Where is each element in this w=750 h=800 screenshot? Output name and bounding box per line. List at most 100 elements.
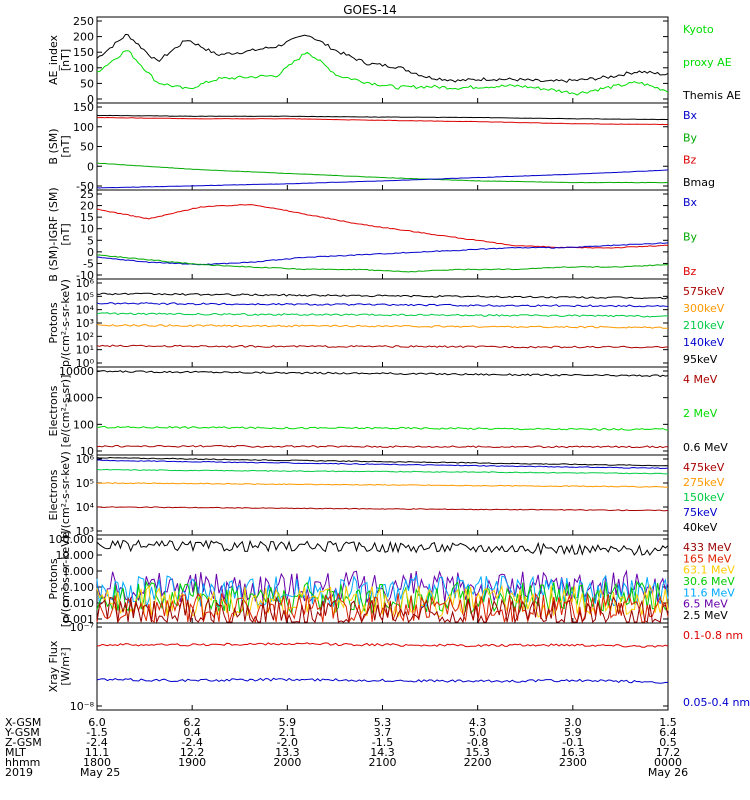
legend-entry: 30.6 MeV (683, 575, 735, 588)
y-tick-label: 100.000 (49, 533, 95, 546)
legend-entry: By (683, 231, 698, 244)
legend-entry: 2.5 MeV (683, 609, 728, 622)
y-tick-label: 10⁴ (76, 304, 95, 317)
legend-entry: 40keV (683, 521, 718, 534)
y-tick-label: 10⁻⁷ (70, 621, 94, 634)
series-line-275kev (96, 482, 668, 488)
ephemeris-value: 14.3 (370, 746, 395, 759)
ephemeris-value: -1.5 (372, 736, 393, 749)
y-tick-label: 10 (80, 223, 94, 236)
y-tick-label: 50 (80, 141, 94, 154)
y-tick-label: 10⁰ (76, 357, 95, 370)
ephemeris-value: 12.2 (180, 746, 205, 759)
ephemeris-value: -0.1 (562, 736, 583, 749)
ephemeris-value: -1.5 (86, 726, 107, 739)
series-line-bz (96, 204, 669, 249)
ephemeris-value: 5.3 (374, 716, 392, 729)
series-line-75kev (97, 459, 669, 470)
ephemeris-value: 2200 (464, 756, 492, 769)
y-tick-label: 10⁶ (76, 277, 95, 290)
legend-entry: Bz (683, 154, 697, 167)
y-tick-label: 10³ (76, 525, 94, 538)
ephemeris-value: 11.1 (85, 746, 110, 759)
legend-entry: 0.05-0.4 nm (683, 696, 750, 709)
series-line-210kev (96, 312, 669, 318)
y-tick-label: 10³ (76, 317, 94, 330)
legend-entry: 475keV (683, 461, 725, 474)
ephemeris-value: 2000 (273, 756, 301, 769)
y-tick-label: 15 (80, 211, 94, 224)
ephemeris-value: 6.2 (183, 716, 201, 729)
ephemeris-value: 5.0 (469, 726, 487, 739)
y-axis-label: p/(cm²-s-sr-keV) (59, 279, 72, 367)
legend-entry: 275keV (683, 476, 725, 489)
y-axis-label: B (SM) (47, 128, 60, 164)
legend-entry: Themis AE (682, 89, 741, 102)
legend-entry: 11.6 MeV (683, 586, 735, 599)
ephemeris-value: 17.2 (656, 746, 681, 759)
series-line-0-1-0-8-nm (96, 642, 669, 648)
y-tick-label: 250 (73, 15, 94, 28)
y-tick-label: 1.000 (63, 565, 95, 578)
ephemeris-value: 6.0 (88, 716, 106, 729)
ephemeris-value: 0.5 (659, 736, 677, 749)
y-tick-label: 10⁻⁸ (70, 700, 95, 713)
ephemeris-value: 16.3 (561, 746, 586, 759)
ephemeris-label: MLT (5, 746, 26, 759)
y-tick-label: 0 (87, 246, 94, 259)
y-axis-label: Electrons (47, 385, 60, 436)
panel-frame (96, 189, 669, 280)
y-axis-label: e/(cm²-s-sr-keV) (59, 451, 72, 539)
y-tick-label: 0.010 (63, 597, 95, 610)
ephemeris-value: 0.4 (183, 726, 201, 739)
ephemeris-value: 6.4 (659, 726, 677, 739)
legend-entry: Kyoto (683, 23, 714, 36)
y-tick-label: -5 (83, 257, 94, 270)
series-line-bx (96, 169, 669, 189)
ephemeris-value: 5.9 (564, 726, 582, 739)
series-line-by (96, 254, 669, 273)
ephemeris-value: -2.4 (86, 736, 107, 749)
y-axis-label: [W/m²] (59, 647, 72, 685)
ephemeris-label: X-GSM (5, 716, 41, 729)
legend-entry: By (683, 131, 698, 144)
series-line-575kev (96, 344, 669, 349)
series-line-by (96, 162, 669, 184)
ephemeris-value: 0000 (654, 756, 682, 769)
ephemeris-value: 1.5 (659, 716, 677, 729)
figure-title: GOES-14 (343, 3, 397, 17)
ephemeris-value: 2300 (559, 756, 587, 769)
legend-entry: 140keV (683, 336, 725, 349)
panel-frame (96, 16, 669, 104)
y-tick-label: 10 (80, 445, 94, 458)
panel-electrons1: 10000 1000 100 10 Electrons [e/(cm²-s-sr)] 4 M… (47, 365, 728, 458)
legend-entry: Bmag (683, 176, 715, 189)
y-tick-label: 10¹ (76, 344, 94, 357)
legend-entry: 150keV (683, 491, 725, 504)
series-line-bz (97, 116, 669, 126)
ephemeris-label: hhmm (5, 756, 40, 769)
y-tick-label: 10⁵ (76, 290, 94, 303)
series-line-140kev (96, 302, 669, 308)
series-line-2-mev (96, 425, 669, 431)
series-line-themis-ae (96, 33, 669, 83)
y-tick-label: 10⁶ (76, 453, 95, 466)
legend-entry: Bz (683, 265, 697, 278)
legend-entry: 300keV (683, 302, 725, 315)
y-tick-label: 0 (87, 93, 94, 106)
series-line-433-mev (96, 595, 669, 624)
ephemeris-value: -2.0 (277, 736, 298, 749)
panel-protons2: 100.000 10.000 1.000 0.100 0.010 0.001 Protons… (47, 531, 735, 628)
series-line-165-mev (96, 592, 669, 624)
series-line-kyoto-proxy-ae (96, 50, 669, 96)
series-line-475kev (96, 506, 669, 512)
y-axis-label: [nT] (59, 223, 72, 245)
series-line-40kev (96, 456, 669, 467)
ephemeris-label: 2019 (5, 766, 33, 779)
y-tick-label: -10 (76, 269, 94, 282)
y-tick-label: 10.000 (56, 549, 95, 562)
y-tick-label: 1000 (66, 392, 94, 405)
